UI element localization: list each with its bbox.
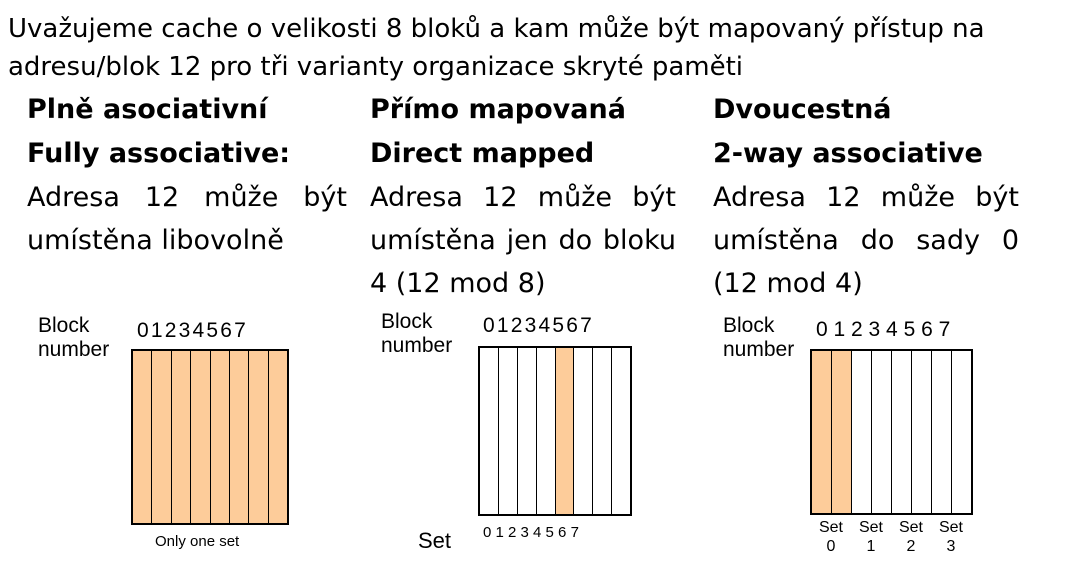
column-2way-associative: Dvoucestná 2-way associative Adresa 12 m… (713, 88, 1019, 305)
set-3-label: Set 3 (938, 519, 963, 555)
description: Adresa 12 může být umístěna libovolně (27, 182, 347, 256)
description: Adresa 12 může být umístěna jen do bloku… (370, 182, 676, 299)
block-label-2: Block number (381, 310, 453, 357)
column-direct-mapped: Přímo mapovaná Direct mapped Adresa 12 m… (370, 88, 676, 305)
set-label: Set (418, 528, 452, 553)
intro-line-2: adresu/blok 12 pro tři varianty organiza… (8, 52, 744, 82)
heading-cz: Dvoucestná (713, 94, 892, 125)
cache-block (480, 348, 499, 514)
intro-text: Uvažujeme cache o velikosti 8 bloků a ka… (8, 10, 985, 86)
heading-cz: Přímo mapovaná (370, 94, 626, 125)
cache-block (133, 351, 153, 523)
block-label-3: Block number (723, 314, 795, 361)
only-one-set-label: Only one set (155, 533, 240, 550)
cache-block (498, 348, 518, 514)
cache-block (912, 351, 932, 513)
cache-block (872, 351, 892, 513)
block-numbers-2: 01234567 (483, 314, 595, 337)
set-1-label: Set 1 (858, 519, 883, 555)
cache-block (229, 351, 250, 523)
cache-grid-2way (810, 349, 973, 515)
cache-block (249, 351, 269, 523)
cache-block (152, 351, 172, 523)
cache-block (517, 348, 537, 514)
cache-block-highlighted (555, 348, 575, 514)
cache-block (171, 351, 192, 523)
cache-block-highlighted (812, 351, 832, 513)
cache-block (892, 351, 912, 513)
cache-block (952, 351, 971, 513)
heading-cz: Plně asociativní (27, 94, 268, 125)
cache-grid-fully-associative (131, 349, 289, 525)
intro-line-1: Uvažujeme cache o velikosti 8 bloků a ka… (8, 14, 985, 44)
set-numbers: 0 1 2 3 4 5 6 7 (483, 524, 579, 541)
cache-block (574, 348, 594, 514)
cache-block (268, 351, 287, 523)
heading-en: 2-way associative (713, 138, 983, 169)
cache-block (210, 351, 230, 523)
heading-en: Direct mapped (370, 138, 595, 169)
cache-block (593, 348, 613, 514)
set-2-label: Set 2 (898, 519, 923, 555)
description: Adresa 12 může být umístěna do sady 0 (1… (713, 182, 1019, 299)
cache-block (852, 351, 872, 513)
heading-en: Fully associative: (27, 138, 291, 169)
set-0-label: Set 0 (818, 519, 843, 555)
cache-block (612, 348, 630, 514)
column-fully-associative: Plně asociativní Fully associative: Adre… (27, 88, 347, 262)
cache-grid-direct-mapped (478, 346, 632, 516)
block-label-1: Block number (38, 314, 110, 361)
block-numbers-1: 01234567 (137, 319, 249, 342)
cache-block-highlighted (832, 351, 852, 513)
block-numbers-3: 0 1 2 3 4 5 6 7 (816, 318, 951, 341)
cache-block (536, 348, 556, 514)
cache-block (932, 351, 952, 513)
cache-block (191, 351, 211, 523)
